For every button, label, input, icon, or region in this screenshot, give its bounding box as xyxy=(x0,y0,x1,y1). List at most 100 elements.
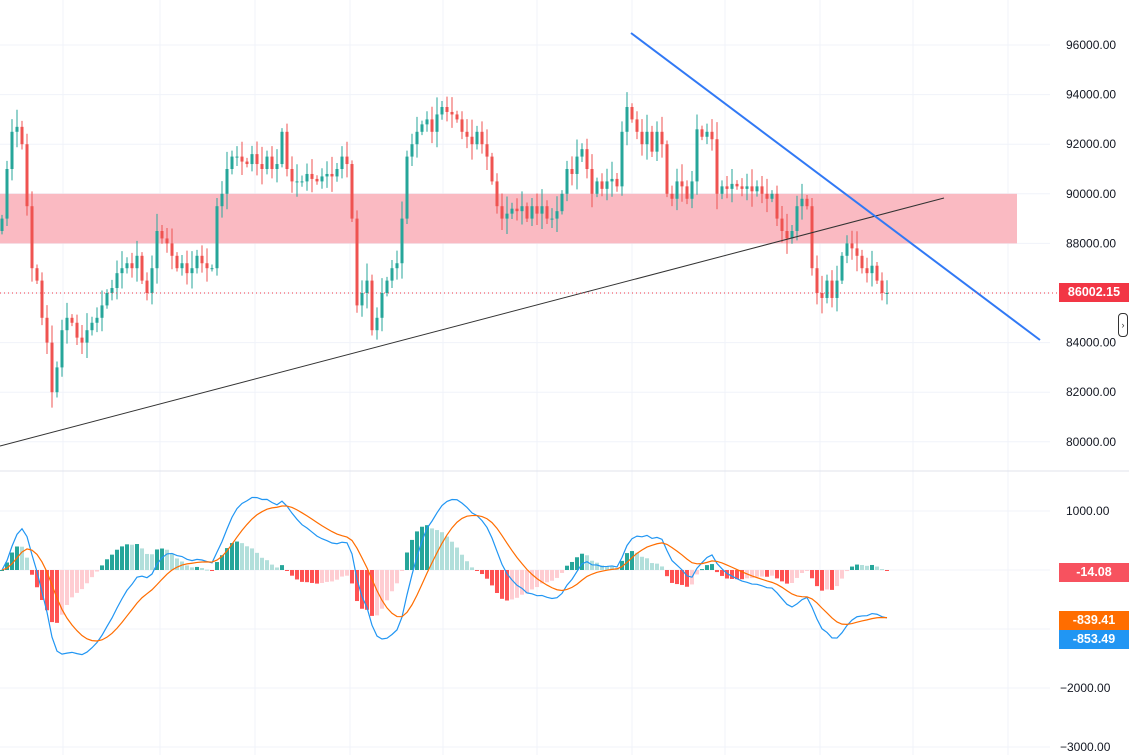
macd-histogram-bar xyxy=(125,544,129,570)
macd-histogram-bar xyxy=(260,557,264,570)
candle-body xyxy=(740,186,744,189)
macd-histogram-bar xyxy=(150,554,154,570)
candle-body xyxy=(430,119,434,132)
macd-histogram-bar xyxy=(870,564,874,570)
macd-histogram-bar xyxy=(585,555,589,570)
macd-histogram-bar xyxy=(205,569,209,571)
candle-body xyxy=(650,131,654,152)
macd-histogram-bar xyxy=(190,567,194,570)
candle-body xyxy=(670,193,674,199)
macd-histogram-bar xyxy=(710,564,714,570)
macd-histogram-bar xyxy=(100,565,104,570)
macd-histogram-bar xyxy=(155,549,159,570)
candle-body xyxy=(425,119,429,125)
candle-body xyxy=(145,280,149,293)
candle-body xyxy=(280,131,284,165)
candle-body xyxy=(600,181,604,189)
macd-histogram-bar xyxy=(620,560,624,570)
candle-body xyxy=(860,255,864,269)
scroll-right-button[interactable]: › xyxy=(1118,313,1128,337)
macd-histogram-bar xyxy=(70,570,74,598)
candle-body xyxy=(70,317,74,323)
macd-line-tag: -853.49 xyxy=(1059,630,1129,649)
macd-histogram-bar xyxy=(145,553,149,570)
macd-histogram-bar xyxy=(550,570,554,581)
macd-histogram-bar xyxy=(340,570,344,577)
macd-histogram-bar xyxy=(80,570,84,590)
candle-body xyxy=(160,231,164,239)
candle-body xyxy=(635,119,639,132)
candle-body xyxy=(405,156,409,219)
candle-body xyxy=(360,293,364,306)
candle-body xyxy=(540,206,544,214)
macd-histogram-bar xyxy=(95,570,99,572)
macd-histogram-bar xyxy=(815,570,819,587)
candle-body xyxy=(300,181,304,183)
candle-body xyxy=(195,255,199,269)
candle-body xyxy=(245,161,249,165)
macd-histogram-bar xyxy=(105,559,109,570)
macd-histogram-bar xyxy=(510,570,514,600)
candle-body xyxy=(710,131,714,140)
candle-body xyxy=(480,131,484,145)
candle-body xyxy=(290,169,294,182)
price-axis-label: 94000.00 xyxy=(1066,88,1116,102)
macd-histogram-bar xyxy=(50,570,54,623)
candle-body xyxy=(715,139,719,194)
macd-histogram-bar xyxy=(235,541,239,570)
macd-histogram-bar xyxy=(605,566,609,570)
candle-body xyxy=(585,149,589,169)
macd-axis-label: −2000.00 xyxy=(1060,681,1111,695)
candle-body xyxy=(775,193,779,219)
candle-body xyxy=(535,206,539,214)
macd-histogram-bar xyxy=(500,570,504,599)
candle-body xyxy=(620,131,624,187)
macd-histogram-bar xyxy=(680,570,684,585)
macd-histogram-bar xyxy=(45,570,49,611)
candle-body xyxy=(105,293,109,306)
candle-body xyxy=(5,169,9,219)
candle-body xyxy=(815,268,819,293)
macd-histogram-bar xyxy=(195,566,199,570)
macd-histogram-bar xyxy=(675,570,679,585)
macd-histogram-bar xyxy=(5,562,9,570)
macd-histogram-bar xyxy=(365,570,369,610)
candle-body xyxy=(165,238,169,244)
macd-histogram-bar xyxy=(575,557,579,570)
candle-body xyxy=(865,268,869,274)
candle-body xyxy=(465,131,469,137)
candle-body xyxy=(630,107,634,120)
macd-histogram-bar xyxy=(755,570,759,577)
macd-histogram-bar xyxy=(255,552,259,570)
macd-histogram-bar xyxy=(450,541,454,570)
candle-body xyxy=(470,136,474,145)
macd-histogram-bar xyxy=(85,570,89,584)
macd-histogram-bar xyxy=(460,554,464,570)
candle-body xyxy=(190,268,194,274)
candle-body xyxy=(505,213,509,219)
candle-body xyxy=(440,107,444,115)
candle-body xyxy=(250,154,254,165)
candle-body xyxy=(185,263,189,274)
macd-histogram-bar xyxy=(820,570,824,591)
candle-body xyxy=(125,263,129,269)
macd-histogram-bar xyxy=(200,568,204,570)
candle-body xyxy=(555,211,559,219)
macd-histogram-bar xyxy=(885,570,889,571)
macd-histogram-bar xyxy=(520,570,524,595)
candle-body xyxy=(255,154,259,165)
macd-histogram-bar xyxy=(530,570,534,590)
candle-body xyxy=(705,131,709,137)
macd-histogram-bar xyxy=(665,570,669,577)
macd-histogram-bar xyxy=(635,552,639,570)
candle-body xyxy=(490,156,494,182)
candle-body xyxy=(640,131,644,145)
candle-body xyxy=(805,198,809,207)
candle-body xyxy=(510,208,514,214)
macd-histogram-bar xyxy=(625,553,629,570)
candle-body xyxy=(260,164,264,169)
candle-body xyxy=(590,169,594,194)
candle-body xyxy=(750,186,754,192)
